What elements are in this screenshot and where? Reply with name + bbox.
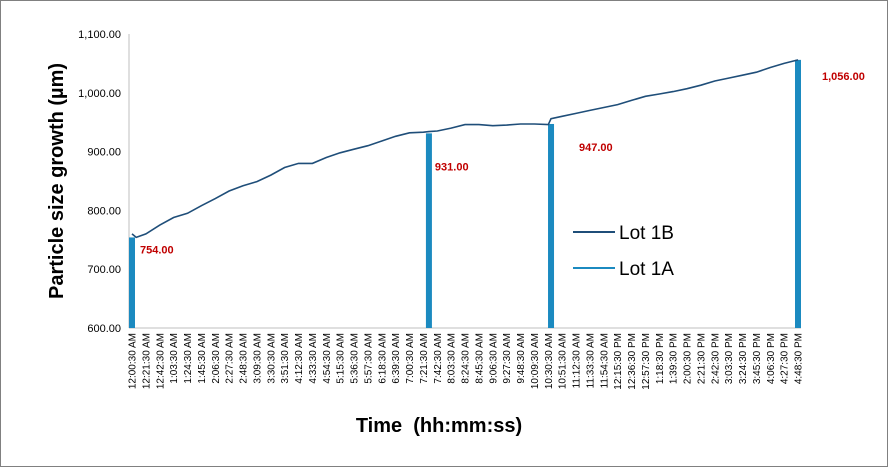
x-tick-labels: 12:00:30 AM 12:21:30 AM 12:42:30 AM 1:03:30… [128, 333, 805, 390]
data-label: 1,056.00 [822, 71, 865, 83]
x-tick-label: 4:12:30 AM [294, 333, 305, 384]
x-tick-label: 12:57:30 PM [641, 333, 652, 390]
y-tick-labels: 600.00 700.00 800.00 900.00 1,000.00 1,100.00 [78, 29, 121, 335]
y-tick-label: 1,000.00 [78, 88, 121, 100]
data-label: 931.00 [435, 161, 469, 173]
x-tick-label: 5:15:30 AM [336, 333, 347, 384]
x-tick-label: 12:21:30 AM [141, 333, 152, 389]
x-tick-label: 10:51:30 AM [558, 333, 569, 389]
x-tick-label: 11:54:30 AM [599, 333, 610, 388]
lot-1a-bar [795, 59, 801, 328]
x-tick-label: 3:45:30 PM [752, 333, 763, 384]
x-tick-label: 12:00:30 AM [128, 333, 139, 389]
x-tick-label: 9:06:30 AM [488, 333, 499, 384]
x-tick-label: 8:24:30 AM [461, 333, 472, 384]
x-tick-label: 5:57:30 AM [363, 333, 374, 384]
x-tick-label: 2:21:30 PM [696, 333, 707, 384]
x-tick-label: 5:36:30 AM [350, 333, 361, 384]
x-tick-label: 1:39:30 PM [669, 333, 680, 384]
x-tick-label: 4:27:30 PM [780, 333, 791, 384]
x-tick-label: 4:33:30 AM [308, 333, 319, 384]
x-tick-label: 7:42:30 AM [433, 333, 444, 384]
x-axis-title: Time (hh:mm:ss) [356, 415, 522, 437]
x-tick-label: 3:24:30 PM [738, 333, 749, 384]
x-tick-label: 7:21:30 AM [419, 333, 430, 384]
x-tick-label: 10:30:30 AM [544, 333, 555, 389]
x-tick-label: 2:48:30 AM [239, 333, 250, 384]
x-tick-label: 9:27:30 AM [502, 333, 513, 384]
y-tick-label: 700.00 [87, 264, 121, 276]
x-tick-label: 7:00:30 AM [405, 333, 416, 384]
x-tick-label: 4:06:30 PM [766, 333, 777, 384]
lot-1a-bar [425, 133, 432, 328]
y-tick-label: 1,100.00 [78, 29, 121, 41]
data-labels: 754.00 931.00 947.00 1,056.00 [140, 71, 865, 257]
x-tick-label: 3:30:30 AM [266, 333, 277, 384]
x-tick-label: 6:39:30 AM [391, 333, 402, 384]
x-tick-label: 12:36:30 PM [627, 333, 638, 390]
x-tick-label: 8:03:30 AM [447, 333, 458, 384]
legend-label-lot-1b: Lot 1B [619, 223, 674, 244]
x-tick-label: 3:03:30 PM [724, 333, 735, 384]
x-tick-label: 2:06:30 AM [211, 333, 222, 384]
x-tick-label: 3:09:30 AM [252, 333, 263, 384]
lot-1a-bars [129, 59, 801, 329]
x-tick-label: 1:03:30 AM [169, 333, 180, 384]
x-tick-label: 3:51:30 AM [280, 333, 291, 384]
x-tick-label: 12:42:30 AM [155, 333, 166, 389]
x-tick-label: 12:15:30 PM [613, 333, 624, 390]
x-tick-label: 11:33:30 AM [585, 333, 596, 388]
x-tick-label: 4:48:30 PM [794, 333, 805, 384]
data-label: 754.00 [140, 244, 174, 256]
y-tick-label: 800.00 [87, 205, 121, 217]
data-label: 947.00 [579, 142, 613, 154]
x-tick-label: 4:54:30 AM [322, 333, 333, 384]
legend-label-lot-1a: Lot 1A [619, 259, 674, 280]
x-tick-label: 1:45:30 AM [197, 333, 208, 384]
lot-1a-bar [129, 237, 135, 328]
x-tick-label: 8:45:30 AM [474, 333, 485, 384]
x-tick-label: 9:48:30 AM [516, 333, 527, 384]
lot-1a-bar [548, 123, 555, 329]
x-tick-label: 1:18:30 PM [655, 333, 666, 384]
lot-1b-line [131, 59, 799, 239]
x-tick-label: 10:09:30 AM [530, 333, 541, 389]
x-tick-label: 1:24:30 AM [183, 333, 194, 384]
legend: Lot 1B Lot 1A [573, 223, 674, 280]
y-axis-title: Particle size growth (µm) [46, 63, 68, 299]
x-tick-label: 2:42:30 PM [710, 333, 721, 384]
x-tick-label: 6:18:30 AM [377, 333, 388, 384]
x-tick-label: 11:12:30 AM [572, 333, 583, 388]
y-tick-label: 900.00 [87, 147, 121, 159]
x-tick-label: 2:00:30 PM [683, 333, 694, 384]
x-tick-label: 2:27:30 AM [225, 333, 236, 384]
y-tick-label: 600.00 [87, 323, 121, 335]
